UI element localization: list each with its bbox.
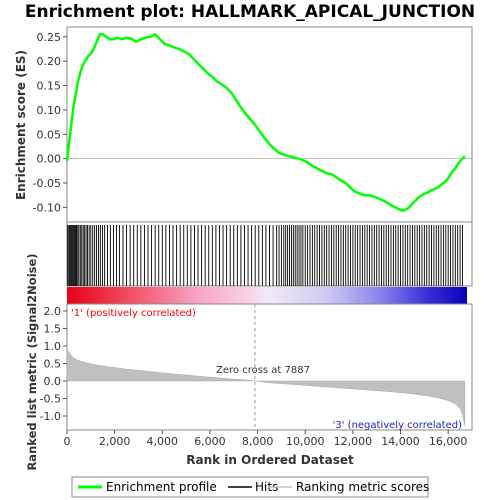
es-y-tick-label: 0.15	[37, 80, 62, 93]
x-tick-label: 2,000	[99, 435, 131, 448]
es-panel-frame	[66, 26, 473, 223]
es-y-tick-label: 0.05	[37, 128, 62, 141]
x-tick-label: 10,000	[286, 435, 325, 448]
ranking-metric-area	[66, 345, 466, 427]
es-y-tick-label: 0.25	[37, 31, 62, 44]
ranked-y-axis-label: Ranked list metric (Signal2Noise)	[25, 253, 39, 470]
hit-markers	[67, 225, 463, 286]
es-y-axis: 0.25 0.20 0.15 0.10 0.05 0.00 -0.05 -0.10	[33, 31, 67, 214]
enrichment-profile-line	[65, 32, 466, 213]
ranked-y-tick-label: 0.0	[44, 375, 62, 388]
x-tick-label: 0	[64, 435, 71, 448]
ranked-metric-panel: 2.0 1.5 1.0 0.5 0.0 -0.5 -1.0 '1' (positively …	[25, 253, 473, 471]
ranked-y-tick-label: -0.5	[40, 393, 61, 406]
legend-ranking-label: Ranking metric scores	[296, 480, 429, 494]
zero-cross-label: Zero cross at 7887	[216, 365, 310, 376]
legend-enrichment-label: Enrichment profile	[106, 480, 217, 494]
x-axis: 0 2,000 4,000 6,000 8,000 10,000 12,000 14,000 1…	[64, 430, 468, 448]
legend-hits-label: Hits	[255, 480, 278, 494]
ranked-y-tick-label: 2.0	[44, 305, 62, 318]
positive-correlation-label: '1' (positively correlated)	[71, 308, 196, 319]
es-y-tick-label: -0.05	[33, 177, 61, 190]
ranked-y-tick-label: 0.5	[44, 358, 62, 371]
es-y-axis-label: Enrichment score (ES)	[14, 50, 28, 200]
es-y-tick-label: 0.20	[37, 55, 62, 68]
ranked-panel-frame	[66, 303, 473, 431]
x-axis-label: Rank in Ordered Dataset	[186, 453, 354, 467]
x-tick-label: 16,000	[429, 435, 468, 448]
hits-panel	[66, 221, 473, 287]
es-y-tick-label: 0.00	[37, 153, 62, 166]
chart-title: Enrichment plot: HALLMARK_APICAL_JUNCTIO…	[25, 2, 475, 22]
ranked-y-axis: 2.0 1.5 1.0 0.5 0.0 -0.5 -1.0	[40, 305, 67, 423]
es-panel: 0.25 0.20 0.15 0.10 0.05 0.00 -0.05 -0.10 Enric…	[14, 26, 473, 223]
x-tick-label: 8,000	[242, 435, 274, 448]
legend: Enrichment profile Hits Ranking metric s…	[71, 476, 429, 498]
ranking-color-bar	[67, 287, 467, 304]
es-y-tick-label: -0.10	[33, 201, 61, 214]
x-tick-label: 12,000	[334, 435, 373, 448]
es-y-tick-label: 0.10	[37, 104, 62, 117]
x-tick-label: 14,000	[381, 435, 420, 448]
ranked-y-tick-label: -1.0	[40, 410, 61, 423]
x-tick-label: 6,000	[194, 435, 226, 448]
ranked-y-tick-label: 1.0	[44, 340, 62, 353]
x-tick-label: 4,000	[147, 435, 179, 448]
ranked-y-tick-label: 1.5	[44, 323, 62, 336]
negative-correlation-label: '3' (negatively correlated)	[333, 420, 462, 431]
